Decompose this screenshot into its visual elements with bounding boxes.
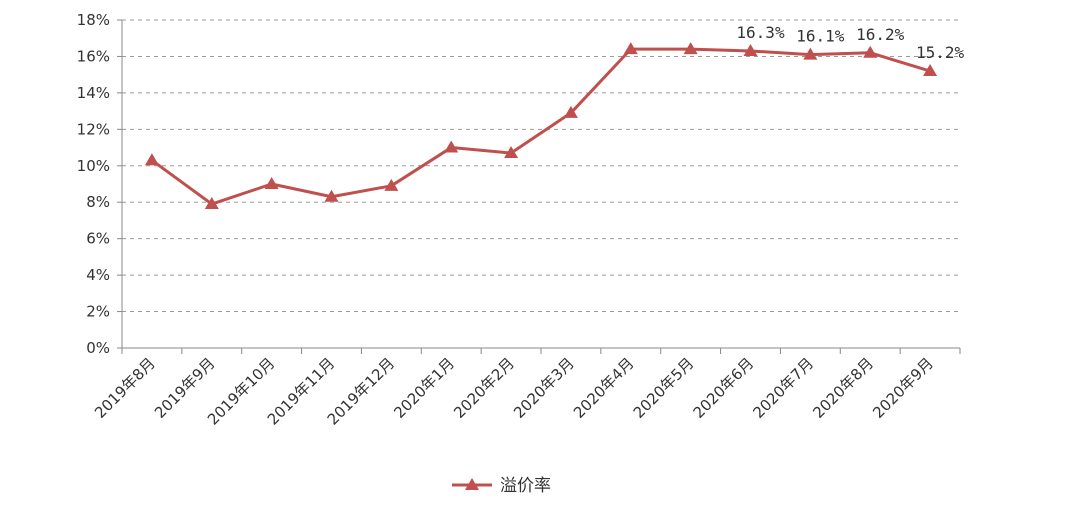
data-point-marker [803, 47, 818, 60]
data-label: 15.2% [916, 43, 965, 62]
y-tick-label: 14% [77, 84, 110, 102]
data-point-marker [324, 189, 339, 202]
y-tick-label: 10% [77, 157, 110, 175]
x-tick-label: 2020年4月 [570, 354, 638, 422]
legend: 溢价率 [452, 476, 551, 496]
x-tick-label: 2020年8月 [809, 354, 877, 422]
data-label: 16.1% [796, 27, 845, 46]
x-tick-label: 2020年3月 [510, 354, 578, 422]
data-label: 16.2% [856, 25, 905, 44]
x-tick-label: 2020年1月 [390, 354, 458, 422]
x-tick-label: 2020年6月 [690, 354, 758, 422]
data-point-marker [683, 42, 698, 55]
data-point-marker [563, 105, 578, 118]
y-axis-tick-labels: 0% 2% 4% 6% 8% 10% 12% 14% 16% 18% [77, 11, 110, 357]
data-point-marker [743, 43, 758, 56]
x-tick-label: 2020年5月 [630, 354, 698, 422]
y-tick-label: 0% [86, 339, 110, 357]
y-tick-label: 18% [77, 11, 110, 29]
data-point-marker [444, 140, 459, 153]
series-line [151, 47, 931, 206]
y-tick-label: 4% [86, 266, 110, 284]
data-point-marker [264, 177, 279, 189]
y-tick-label: 12% [77, 120, 110, 138]
data-point-marker [923, 64, 938, 77]
y-tick-label: 6% [86, 230, 110, 248]
x-axis-tick-labels: 2019年8月2019年9月2019年10月2019年11月2019年12月20… [91, 354, 937, 428]
x-tick-label: 2020年7月 [750, 354, 818, 422]
x-tick-label: 2020年9月 [869, 354, 937, 422]
x-tick-label: 2020年2月 [450, 354, 518, 422]
gridlines [122, 19, 960, 313]
data-point-marker [204, 197, 219, 210]
data-point-marker [144, 153, 159, 166]
data-point-marker [504, 146, 519, 159]
series-溢价率 [144, 42, 938, 210]
data-labels: 16.3% 16.1% 16.2% 15.2% [736, 23, 964, 62]
legend-label: 溢价率 [500, 476, 551, 496]
axes [117, 19, 961, 354]
data-point-marker [623, 42, 638, 55]
y-tick-label: 16% [77, 47, 110, 65]
legend-triangle-marker [465, 478, 479, 490]
data-point-marker [384, 178, 399, 191]
data-point-marker [863, 45, 878, 58]
y-tick-label: 2% [86, 303, 110, 321]
y-tick-label: 8% [86, 193, 110, 211]
x-tick-label: 2019年8月 [91, 354, 159, 422]
data-label: 16.3% [736, 23, 785, 42]
